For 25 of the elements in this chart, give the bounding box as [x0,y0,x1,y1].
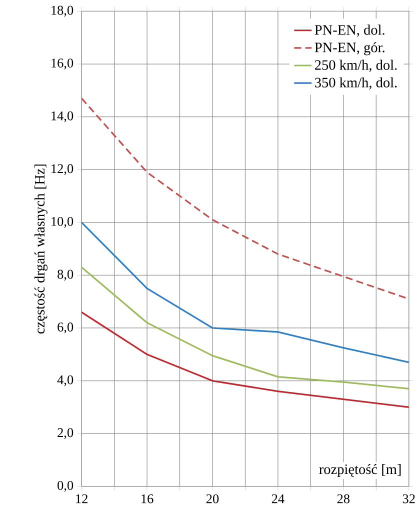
x-tick-label: 24 [272,494,284,504]
legend-label: 350 km/h, dol. [315,77,397,90]
legend-label: 250 km/h, dol. [314,60,397,72]
x-axis-title: rozpiętość [m] [319,464,401,477]
y-tick-label: 16,0 [52,58,74,70]
y-tick-label: 18,0 [52,6,74,17]
y-axis-title: częstość drgań własnych [Hz] [34,164,48,334]
x-tick-label: 12 [76,494,88,504]
x-tick-label: 20 [206,494,219,504]
y-tick-label: 6,0 [58,322,74,334]
y-tick-label: 0,0 [58,480,74,492]
y-tick-label: 4,0 [57,375,74,386]
line-series [82,266,409,390]
x-tick-label: 16 [142,494,154,504]
legend-label: PN-EN, dol. [314,24,384,37]
y-tick-label: 12,0 [52,164,74,176]
line-series [82,222,409,364]
x-tick-label: 28 [337,494,350,504]
legend-label: PN-EN, gór. [314,42,384,56]
line-series [82,98,409,300]
y-tick-label: 2,0 [58,428,74,440]
y-tick-label: 10,0 [52,216,74,228]
x-tick-label: 32 [402,494,415,504]
y-tick-label: 14,0 [52,111,74,122]
y-tick-label: 8,0 [58,270,74,281]
